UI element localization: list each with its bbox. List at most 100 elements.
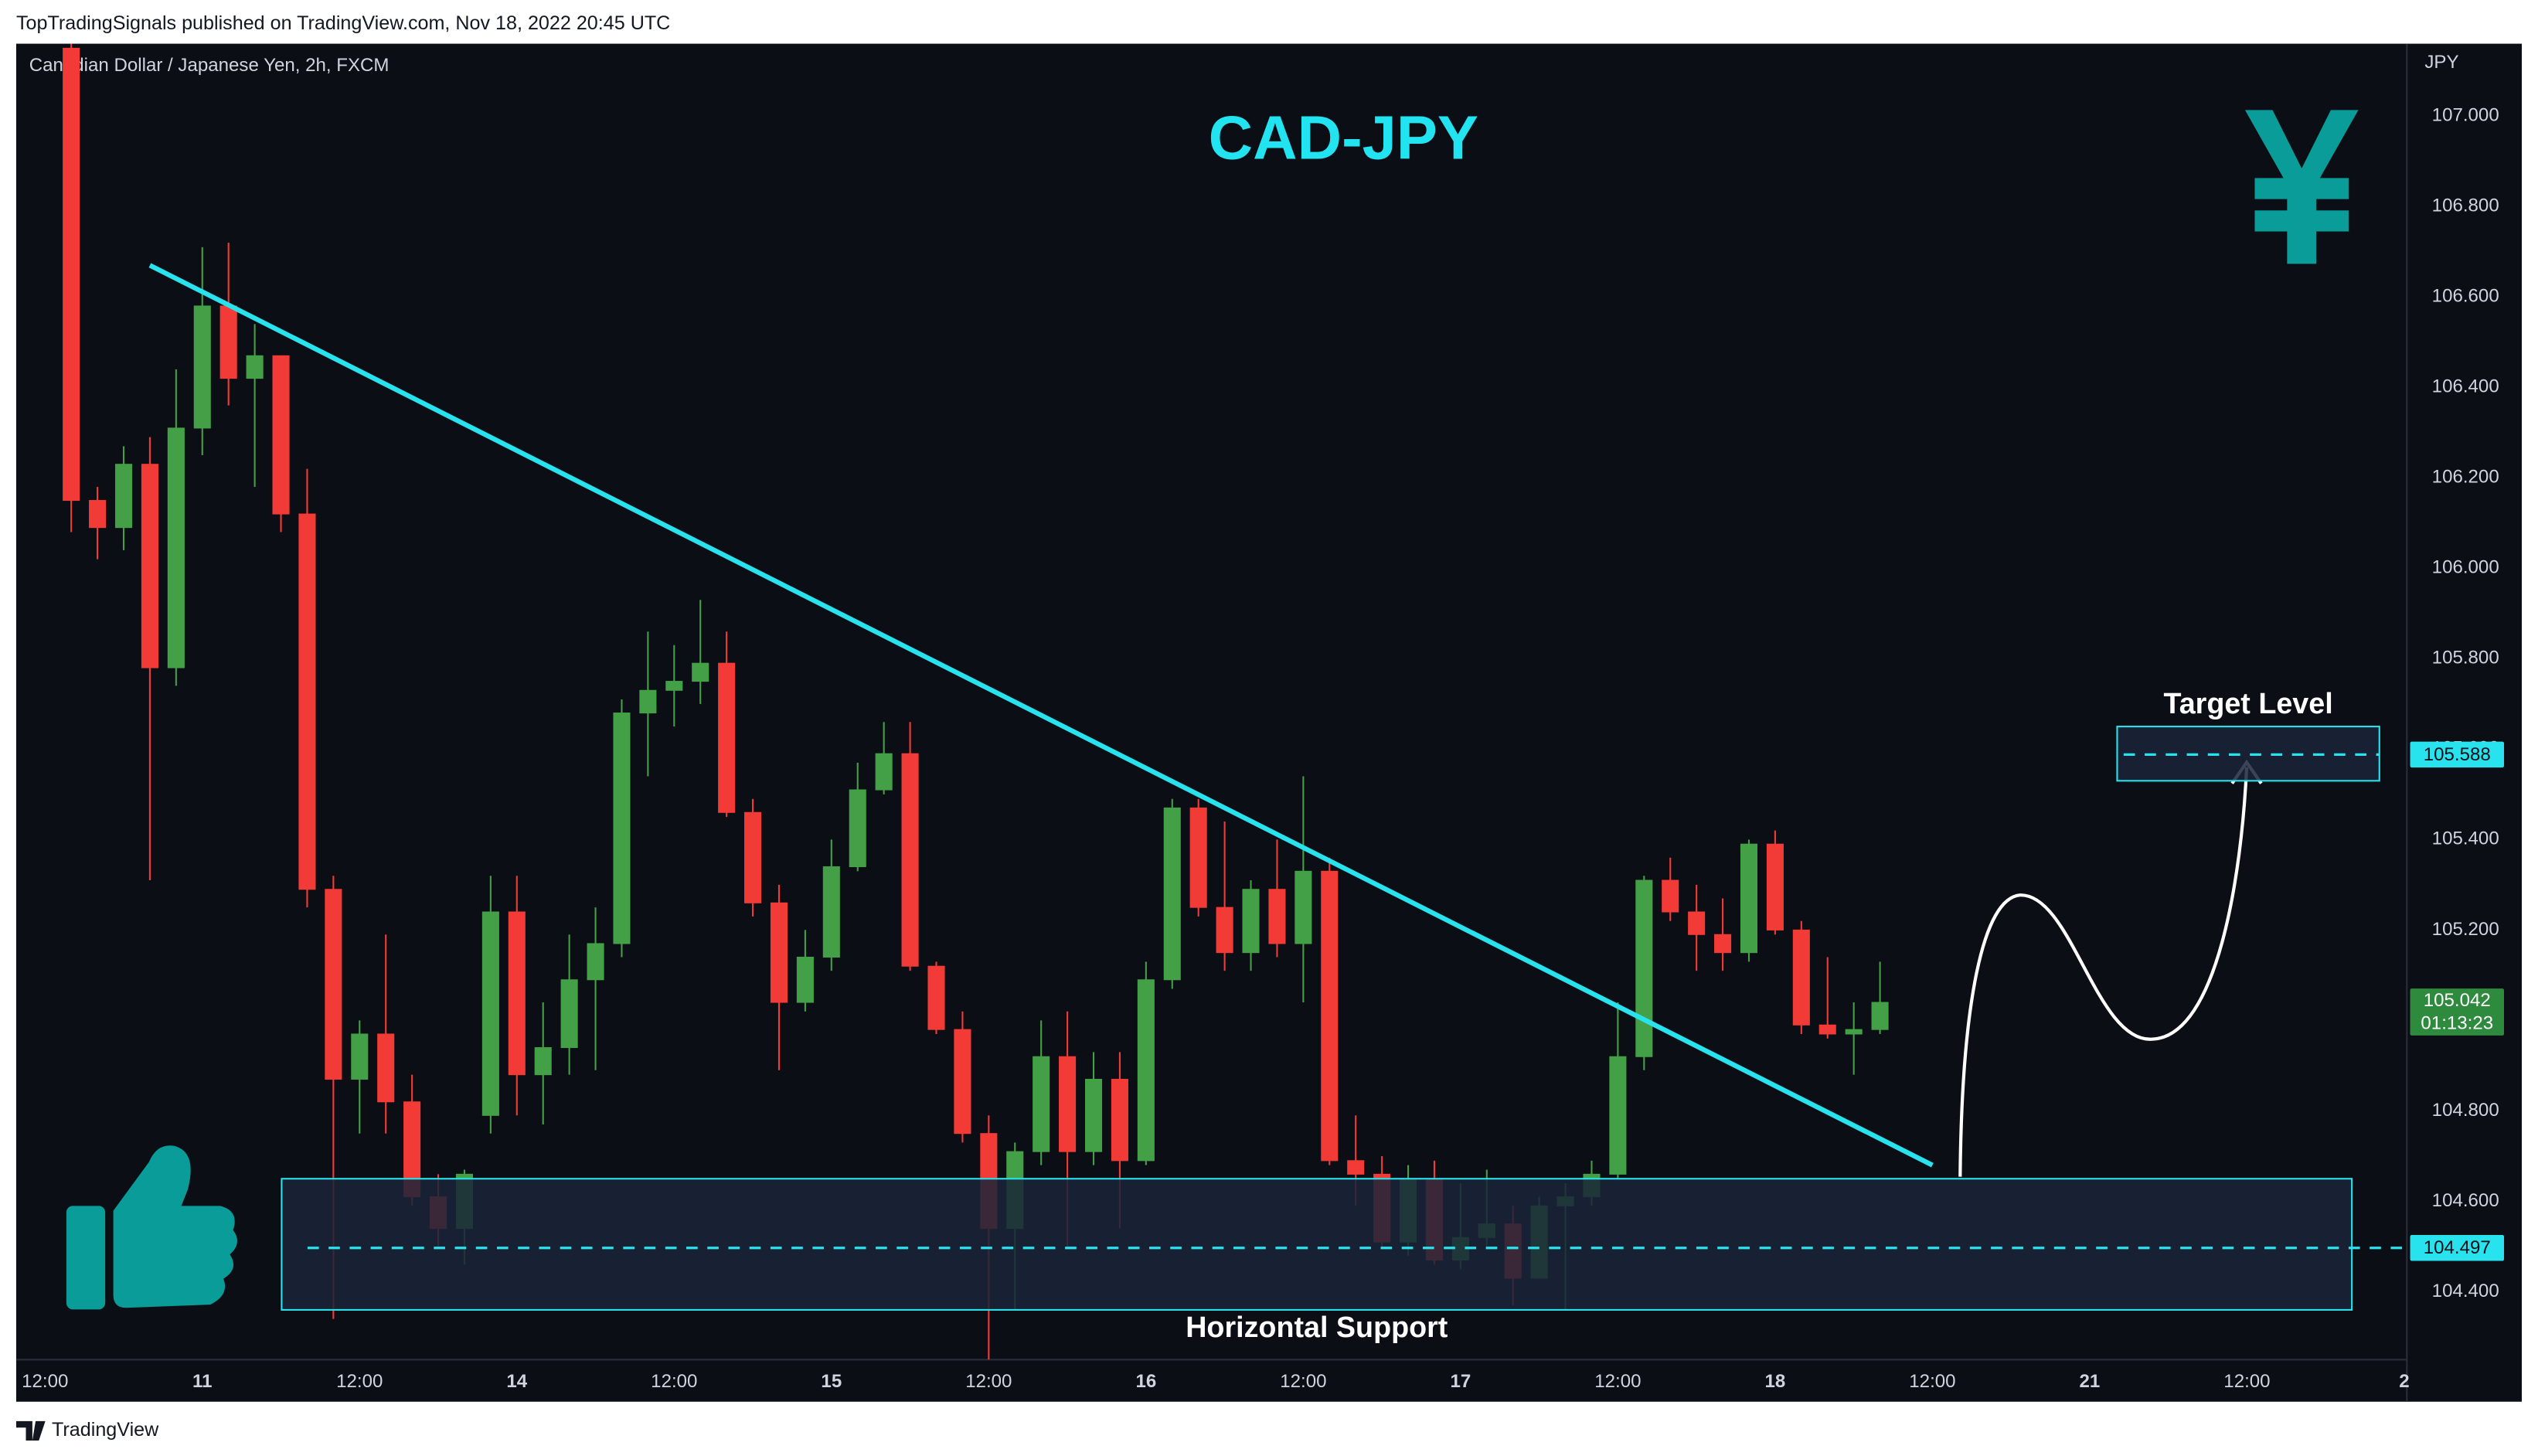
candle-body bbox=[1818, 1024, 1836, 1035]
candle-body bbox=[534, 1047, 552, 1076]
zone-label: Target Level bbox=[2163, 687, 2332, 719]
candle-body bbox=[114, 464, 133, 529]
candle-body bbox=[1033, 1056, 1050, 1152]
candle-body bbox=[744, 811, 762, 903]
candle-body bbox=[1084, 1078, 1103, 1152]
candle-body bbox=[1871, 1002, 1889, 1030]
last-price-label: 105.042 bbox=[2424, 990, 2491, 1011]
candle-body bbox=[1111, 1078, 1128, 1162]
x-tick-label: 12:00 bbox=[1909, 1371, 1955, 1392]
y-tick-label: 106.400 bbox=[2432, 376, 2499, 397]
candle-body bbox=[1347, 1160, 1365, 1175]
candle-body bbox=[639, 689, 657, 714]
candle-body bbox=[875, 753, 893, 791]
countdown-label: 01:13:23 bbox=[2421, 1013, 2493, 1034]
candle-body bbox=[219, 305, 237, 379]
x-tick-label: 11 bbox=[192, 1371, 212, 1392]
x-tick-label: 12:00 bbox=[2223, 1371, 2270, 1392]
y-tick-label: 105.800 bbox=[2432, 648, 2499, 668]
candle-body bbox=[272, 355, 290, 515]
x-tick-label: 12:00 bbox=[1280, 1371, 1326, 1392]
x-tick-label: 12:00 bbox=[651, 1371, 697, 1392]
candle-body bbox=[718, 662, 736, 813]
x-tick-label: 21 bbox=[2080, 1371, 2101, 1392]
candle-body bbox=[613, 713, 631, 944]
candle-body bbox=[1845, 1029, 1863, 1035]
candle-body bbox=[1609, 1056, 1627, 1175]
price-tag-label: 104.497 bbox=[2424, 1237, 2491, 1258]
candle-body bbox=[1242, 889, 1260, 954]
x-tick-label: 12:00 bbox=[965, 1371, 1012, 1392]
footer-logo bbox=[15, 1420, 46, 1441]
candle-body bbox=[1216, 907, 1233, 954]
candle-body bbox=[770, 902, 788, 1003]
candle-body bbox=[141, 464, 158, 668]
last-price-tag bbox=[2410, 988, 2505, 1036]
x-tick-label: 12:00 bbox=[336, 1371, 383, 1392]
y-tick-label: 104.400 bbox=[2432, 1281, 2499, 1301]
x-tick-label: 12:00 bbox=[1594, 1371, 1641, 1392]
y-tick-label: 105.200 bbox=[2432, 919, 2499, 940]
y-tick-label: 107.000 bbox=[2432, 105, 2499, 126]
candle-body bbox=[193, 305, 211, 429]
candle-body bbox=[298, 513, 316, 890]
x-tick-label: 14 bbox=[506, 1371, 527, 1392]
candle-body bbox=[1792, 929, 1810, 1026]
chart-title: CAD-JPY bbox=[1209, 103, 1478, 172]
candle-body bbox=[167, 427, 185, 668]
zone-box bbox=[281, 1178, 2353, 1311]
x-tick-label: 16 bbox=[1135, 1371, 1156, 1392]
zone-label: Horizontal Support bbox=[1186, 1311, 1448, 1343]
x-tick-label: 12:00 bbox=[22, 1371, 68, 1392]
projection-arrow bbox=[1958, 767, 2249, 1177]
candle-body bbox=[849, 789, 866, 868]
candle-body bbox=[954, 1029, 971, 1135]
candle-body bbox=[1268, 889, 1286, 944]
y-tick-label: 104.600 bbox=[2432, 1190, 2499, 1211]
y-tick-label: 105.400 bbox=[2432, 828, 2499, 849]
trendline bbox=[148, 263, 1934, 1168]
candle-body bbox=[351, 1033, 369, 1080]
candle-body bbox=[665, 681, 683, 691]
x-tick-label: 2 bbox=[2399, 1371, 2409, 1392]
candle-body bbox=[692, 662, 709, 682]
candle-body bbox=[1137, 979, 1155, 1162]
candle-body bbox=[1635, 879, 1653, 1057]
candle-body bbox=[822, 866, 840, 958]
candle-body bbox=[796, 956, 814, 1003]
chart-panel bbox=[15, 43, 2523, 1402]
header: TopTradingSignals published on TradingVi… bbox=[16, 12, 670, 34]
candle-body bbox=[901, 753, 919, 967]
candle-body bbox=[1059, 1056, 1077, 1152]
symbol: Canadian Dollar / Japanese Yen, 2h, FXCM bbox=[29, 55, 390, 76]
y-tick-label: 104.800 bbox=[2432, 1100, 2499, 1121]
price-tag bbox=[2410, 741, 2505, 768]
candle-body bbox=[377, 1033, 395, 1103]
candle-body bbox=[1189, 807, 1207, 908]
candle-body bbox=[1662, 879, 1679, 913]
x-tick-label: 15 bbox=[821, 1371, 842, 1392]
y-tick-label: 106.600 bbox=[2432, 286, 2499, 307]
candle-body bbox=[63, 47, 80, 502]
y-tick-label: 106.200 bbox=[2432, 467, 2499, 488]
y-tick-label: 106.800 bbox=[2432, 196, 2499, 216]
yen-icon bbox=[2244, 110, 2359, 264]
price-tag-label: 105.588 bbox=[2424, 744, 2491, 765]
thumbs-up-icon bbox=[66, 1145, 237, 1310]
candle-body bbox=[560, 979, 578, 1049]
candle-body bbox=[1766, 843, 1784, 930]
candle-body bbox=[508, 911, 526, 1076]
candle-body bbox=[89, 500, 107, 529]
candle-body bbox=[927, 965, 945, 1030]
candle-body bbox=[246, 355, 264, 379]
candle-body bbox=[1740, 843, 1758, 954]
candle-body bbox=[1321, 870, 1339, 1162]
currency: JPY bbox=[2424, 52, 2458, 73]
x-tick-label: 17 bbox=[1450, 1371, 1471, 1392]
price-tag bbox=[2410, 1234, 2505, 1261]
candle-body bbox=[481, 911, 499, 1116]
y-tick-label: 106.000 bbox=[2432, 557, 2499, 578]
x-tick-label: 18 bbox=[1765, 1371, 1786, 1392]
